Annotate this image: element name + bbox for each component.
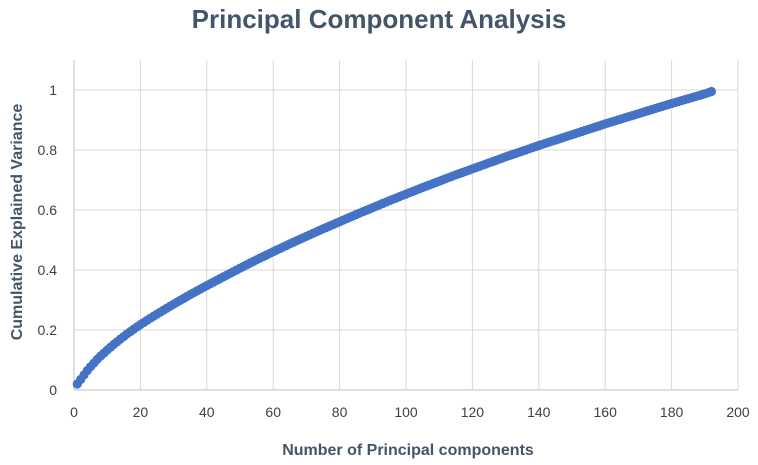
- x-tick-label: 40: [199, 404, 215, 420]
- x-tick-label: 0: [70, 404, 78, 420]
- x-tick-label: 140: [527, 404, 551, 420]
- gridlines: [74, 60, 739, 390]
- y-tick-label: 1: [49, 82, 57, 98]
- y-tick-label: 0.2: [38, 322, 58, 338]
- x-tick-label: 180: [660, 404, 684, 420]
- y-tick-label: 0.8: [38, 142, 58, 158]
- chart-title: Principal Component Analysis: [191, 4, 567, 34]
- tick-labels: 0 20 40 60 80 100 120 140 160 180 200 0 0.2 0.4 0.6 0.8…: [38, 82, 750, 420]
- x-axis-label: Number of Principal components: [282, 442, 534, 459]
- y-tick-label: 0.4: [38, 262, 58, 278]
- data-point: [706, 86, 717, 97]
- x-tick-label: 200: [726, 404, 750, 420]
- axes: [73, 60, 738, 391]
- y-tick-label: 0.6: [38, 202, 58, 218]
- x-tick-label: 20: [133, 404, 149, 420]
- x-tick-label: 80: [332, 404, 348, 420]
- data-points: [72, 86, 717, 389]
- x-tick-label: 120: [461, 404, 485, 420]
- y-tick-label: 0: [49, 382, 57, 398]
- x-tick-label: 160: [594, 404, 618, 420]
- x-tick-label: 100: [394, 404, 418, 420]
- x-tick-label: 60: [265, 404, 281, 420]
